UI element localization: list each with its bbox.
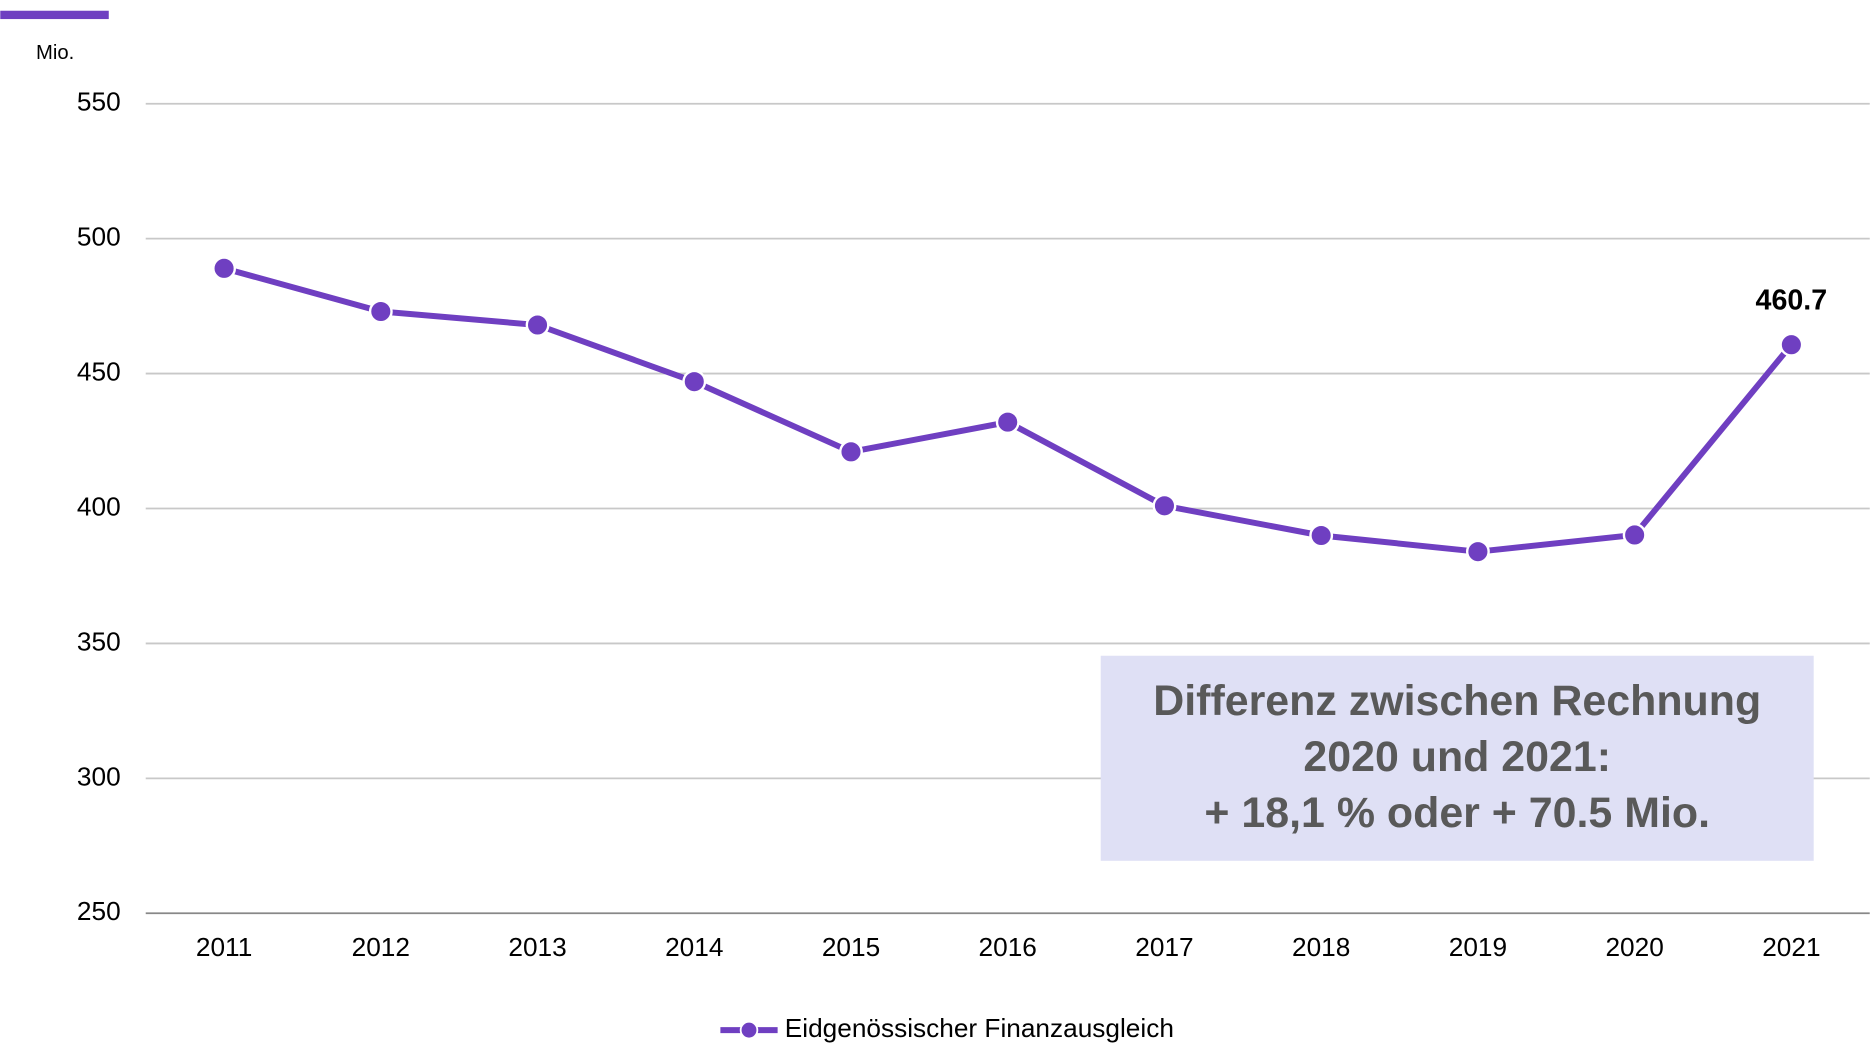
- y-tick-label: 250: [77, 896, 121, 926]
- x-tick-label: 2015: [822, 932, 880, 962]
- x-tick-label: 2014: [665, 932, 723, 962]
- x-tick-label: 2018: [1292, 932, 1350, 962]
- data-label: 460.7: [1756, 284, 1828, 316]
- x-tick-label: 2021: [1762, 932, 1820, 962]
- data-point: [525, 313, 550, 337]
- x-tick-label: 2020: [1605, 932, 1663, 962]
- data-point: [839, 439, 863, 464]
- y-tick-label: 550: [77, 87, 121, 117]
- x-tick-label: 2013: [508, 932, 566, 962]
- x-tick-label: 2016: [979, 932, 1037, 962]
- x-tick-label: 2012: [352, 932, 410, 962]
- annotation-text: + 18,1 % oder + 70.5 Mio.: [1204, 789, 1710, 837]
- y-tick-label: 450: [77, 356, 121, 386]
- x-tick-label: 2017: [1135, 932, 1193, 962]
- data-point: [212, 256, 237, 281]
- data-point: [1465, 539, 1490, 564]
- x-tick-label: 2019: [1449, 932, 1507, 962]
- data-point: [1622, 523, 1647, 547]
- annotation-box: [1100, 655, 1814, 861]
- data-point: [995, 410, 1020, 435]
- data-point: [368, 299, 393, 324]
- y-tick-label: 400: [77, 491, 121, 521]
- y-tick-label: 500: [77, 222, 121, 252]
- legend-label: Eidgenössischer Finanzausgleich: [785, 1013, 1174, 1043]
- annotation-text: Differenz zwischen Rechnung: [1153, 677, 1761, 725]
- annotation-text: 2020 und 2021:: [1303, 733, 1611, 781]
- data-point: [682, 369, 707, 394]
- header-accent: [0, 10, 109, 20]
- x-tick-label: 2011: [196, 932, 252, 962]
- legend-marker: [739, 1020, 759, 1040]
- y-tick-label: 300: [77, 761, 121, 791]
- data-point: [1152, 493, 1177, 518]
- y-axis-unit: Mio.: [36, 42, 74, 64]
- data-point: [1779, 332, 1804, 357]
- data-point: [1309, 523, 1334, 548]
- y-tick-label: 350: [77, 626, 121, 656]
